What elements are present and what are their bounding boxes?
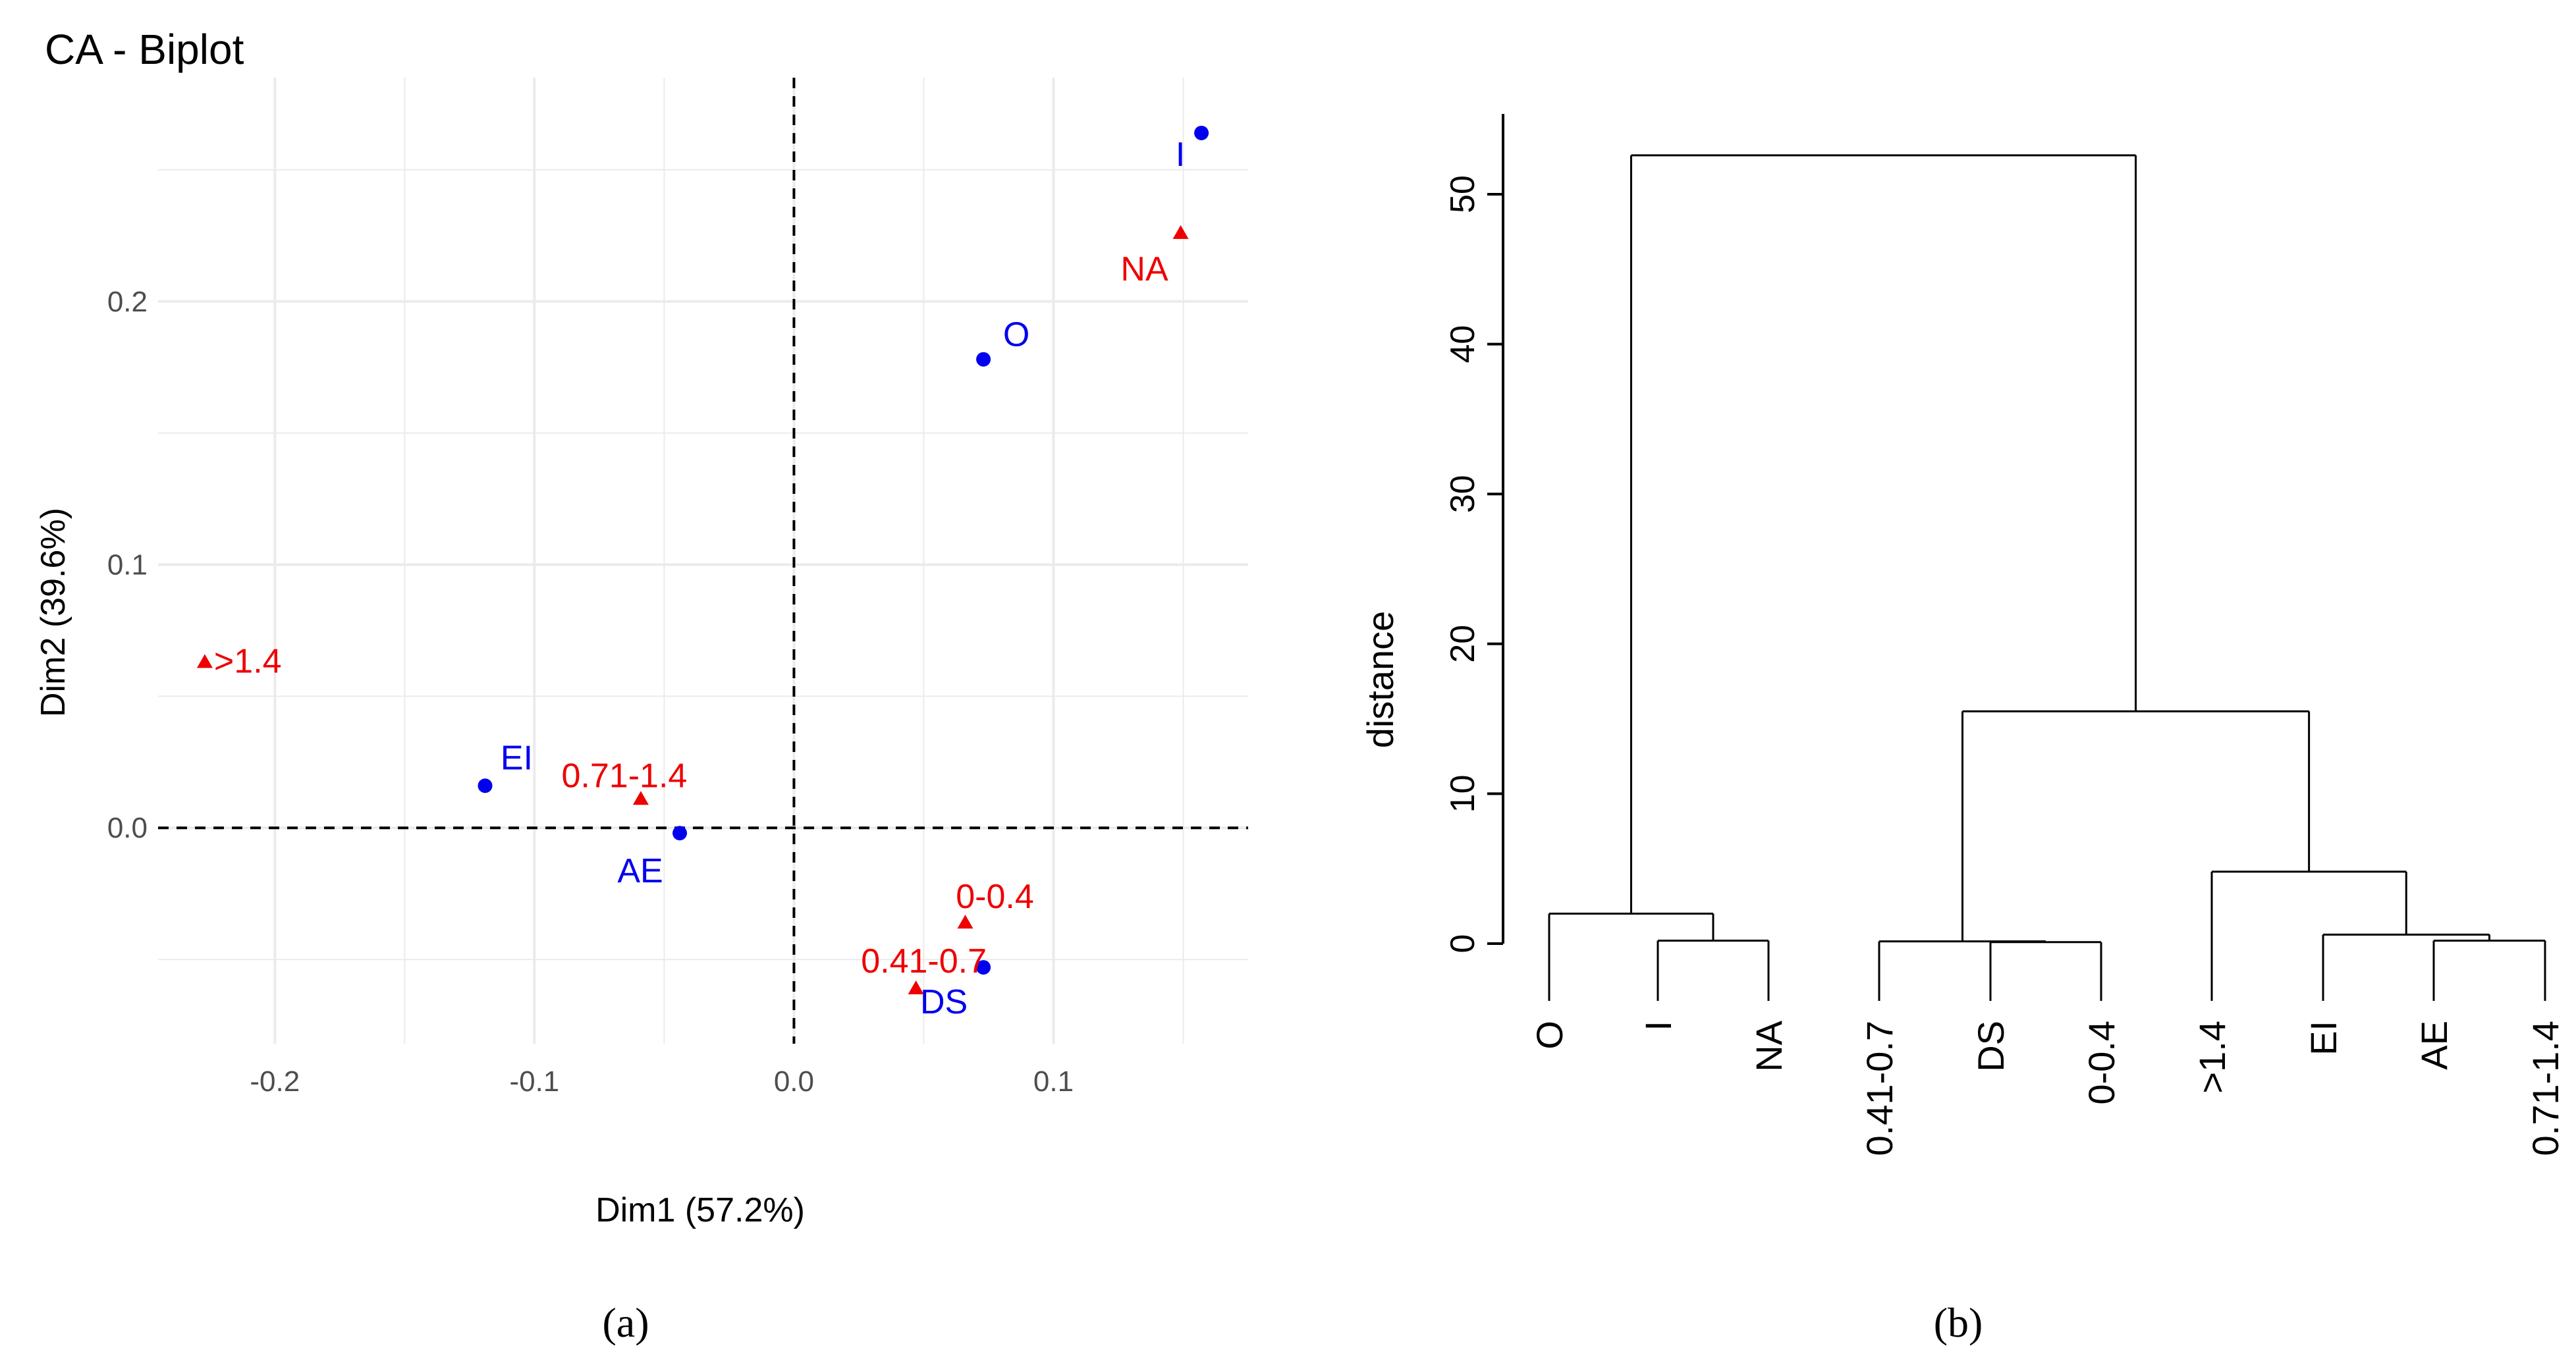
point-label-0-71-1-4: 0.71-1.4 — [562, 757, 688, 795]
x-tick-label: 0.1 — [1033, 1065, 1074, 1098]
y-tick-label: 0.2 — [107, 286, 148, 318]
leaf-label-0-71-1-4: 0.71-1.4 — [2525, 1021, 2566, 1156]
y-axis-label: Dim2 (39.6%) — [34, 508, 72, 717]
point-label-0-0-4: 0-0.4 — [956, 878, 1034, 916]
point-label-O: O — [1003, 316, 1029, 354]
tick-labels: -0.2 -0.1 0.0 0.1 0.0 0.1 0.2 — [107, 286, 1074, 1098]
point-label-EI: EI — [501, 739, 533, 777]
point-label-NA: NA — [1120, 250, 1168, 288]
leaf-label-EI: EI — [2303, 1021, 2344, 1056]
y-axis-label: distance — [1359, 611, 1401, 749]
column-point-0-0-4 — [957, 915, 973, 929]
dendrogram-branches — [1548, 154, 2546, 1001]
y-tick-label: 0 — [1444, 934, 1482, 953]
row-point-AE — [672, 826, 688, 841]
column-point-0-41-0-7 — [908, 980, 924, 995]
leaf-label-O: O — [1529, 1021, 1570, 1050]
y-axis-ticks: 0 10 20 30 40 50 — [1444, 175, 1503, 953]
point-label-AE: AE — [617, 852, 663, 890]
column-point-0-71-1-4 — [632, 791, 649, 805]
caption-a: (a) — [602, 1299, 649, 1346]
y-tick-label: 30 — [1444, 475, 1482, 513]
y-tick-label: 0.0 — [107, 812, 148, 844]
leaf-label-AE: AE — [2413, 1021, 2455, 1070]
row-point-DS — [976, 960, 991, 975]
leaf-label-1-4: >1.4 — [2191, 1021, 2233, 1094]
row-point-O — [976, 352, 991, 367]
leaf-label-I: I — [1637, 1021, 1679, 1031]
y-tick-label: 10 — [1444, 774, 1482, 813]
point-label-1-4: >1.4 — [214, 642, 282, 680]
reference-lines — [158, 78, 1248, 1044]
leaf-label-0-41-0-7: 0.41-0.7 — [1859, 1021, 1900, 1156]
leaf-label-DS: DS — [1970, 1021, 2012, 1072]
leaf-label-0-0-4: 0-0.4 — [2081, 1021, 2122, 1105]
x-tick-label: -0.2 — [250, 1065, 300, 1098]
caption-b: (b) — [1934, 1299, 1983, 1346]
dendrogram-panel: 0 10 20 30 40 50 distance O I NA 0.41-0.7 DS 0-0.4… — [1359, 114, 2566, 1156]
x-axis-label: Dim1 (57.2%) — [595, 1191, 805, 1229]
y-tick-label: 20 — [1444, 625, 1482, 663]
ca-biplot-panel: CA - Biplot -0.2 -0.1 0.0 0.1 0.0 0.1 0.2 I O EI… — [34, 26, 1248, 1229]
y-tick-label: 0.1 — [107, 549, 148, 581]
data-points: I O EI AE DS NA >1.4 0.71-1.4 0-0.4 0.41-0.7 — [196, 125, 1209, 1021]
x-tick-label: -0.1 — [509, 1065, 559, 1098]
column-point-1-4 — [196, 654, 213, 668]
row-point-EI — [478, 778, 493, 793]
x-tick-label: 0.0 — [774, 1065, 814, 1098]
column-point-NA — [1172, 225, 1189, 239]
leaf-labels: O I NA 0.41-0.7 DS 0-0.4 >1.4 EI AE 0.71-1.4 — [1529, 1020, 2566, 1156]
point-label-0-41-0-7: 0.41-0.7 — [861, 942, 987, 980]
y-tick-label: 50 — [1444, 175, 1482, 213]
y-tick-label: 40 — [1444, 325, 1482, 363]
leaf-label-NA: NA — [1748, 1020, 1790, 1071]
plot-area — [158, 78, 1248, 1044]
row-point-I — [1194, 125, 1209, 140]
point-label-I: I — [1176, 136, 1185, 174]
chart-title: CA - Biplot — [45, 26, 244, 73]
point-label-DS: DS — [920, 983, 968, 1021]
